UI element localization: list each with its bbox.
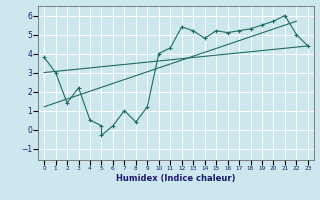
- X-axis label: Humidex (Indice chaleur): Humidex (Indice chaleur): [116, 174, 236, 183]
